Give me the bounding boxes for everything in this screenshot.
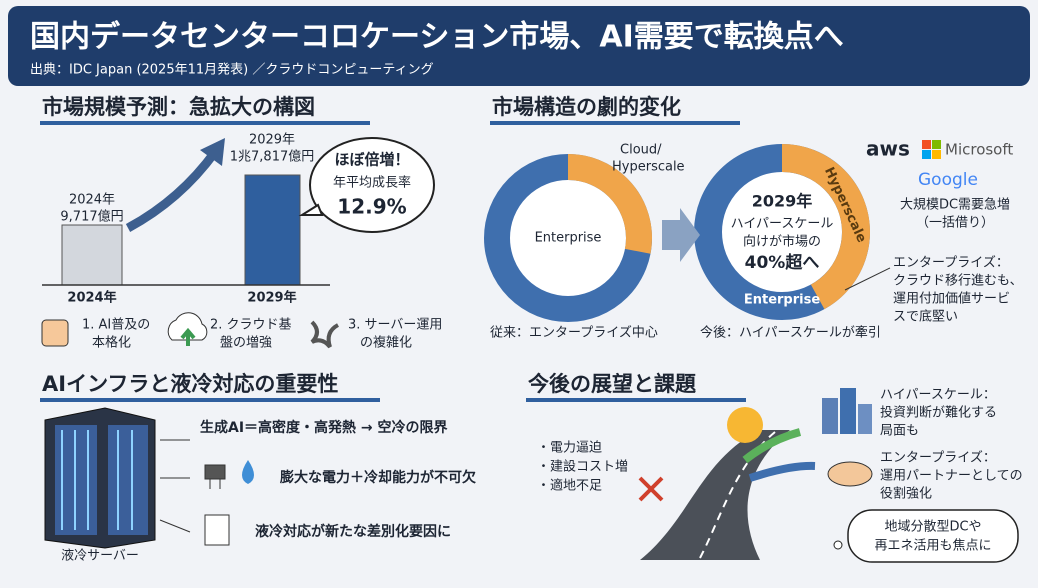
trend-arrow xyxy=(748,461,816,482)
focus-text: 再エネ活用も焦点に xyxy=(874,539,991,554)
heading-rule xyxy=(40,398,380,402)
challenge: ・建設コスト増 xyxy=(537,459,628,475)
driver-text: 本格化 xyxy=(92,335,131,351)
center-text: 40%超へ xyxy=(745,252,820,273)
tangle-icon xyxy=(310,320,340,349)
section-heading: AIインフラと液冷対応の重要性 xyxy=(42,372,338,396)
driver-text: の複雑化 xyxy=(360,335,412,351)
plug-icon xyxy=(204,464,226,489)
donut-segment xyxy=(567,154,652,254)
x-label: 2024年 xyxy=(67,290,116,306)
demand-text: （一括借り） xyxy=(916,216,994,231)
bubble-dot xyxy=(833,540,843,550)
demand-text: 大規模DC需要急増 xyxy=(900,198,1010,213)
caption: 今後：ハイパースケールが牽引 xyxy=(700,325,881,341)
logo-microsoft: Microsoft xyxy=(945,141,1013,159)
server-icon xyxy=(44,407,156,549)
road xyxy=(640,430,790,560)
driver-text: 盤の増強 xyxy=(220,336,272,351)
point-text: 膨大な電力＋冷却能力が不可欠 xyxy=(280,469,476,486)
bar-year: 2024年 xyxy=(69,193,115,208)
outlook-text: エンタープライズ： xyxy=(880,450,996,466)
challenge: ・適地不足 xyxy=(537,478,602,494)
bar xyxy=(244,174,301,286)
bar-amount: 1兆7,817億円 xyxy=(230,149,315,165)
outlook-text: 局面も xyxy=(880,424,919,439)
driver-text: 1. AI普及の xyxy=(82,318,150,333)
bar-year: 2029年 xyxy=(249,133,295,148)
heading-rule xyxy=(526,398,746,402)
chip-icon xyxy=(41,319,69,347)
up-arrow xyxy=(180,327,196,346)
driver-text: 3. サーバー運用 xyxy=(348,318,442,333)
drop-icon xyxy=(242,460,254,484)
section-heading: 市場規模予測：急拡大の構図 xyxy=(42,95,315,119)
section-heading: 今後の展望と課題 xyxy=(528,372,697,396)
callout-value: 12.9% xyxy=(337,195,406,219)
callout-bubble xyxy=(309,137,435,233)
note-text: クラウド移行進むも、 xyxy=(893,274,1023,289)
challenge: ・電力逼迫 xyxy=(537,441,602,456)
source: 出典：IDC Japan (2025年11月発表) ／クラウドコンピューティング xyxy=(30,63,434,78)
outlook-text: 運用パートナーとしての xyxy=(880,469,1023,484)
callout-tail xyxy=(298,203,324,216)
building-icon xyxy=(822,388,872,434)
outlook-text: 投資判断が難化する xyxy=(880,405,997,421)
title: 国内データセンターコロケーション市場、AI需要で転換点へ xyxy=(30,20,844,55)
header-band xyxy=(8,6,1030,86)
segment-label: Hyperscale xyxy=(612,160,685,175)
growth-arrow xyxy=(125,149,219,232)
bar-amount: 9,717億円 xyxy=(60,209,123,225)
point-text: 生成AI＝高密度・高発熱 → 空冷の限界 xyxy=(200,419,449,436)
driver-text: 2. クラウド基 xyxy=(210,318,292,333)
arrow-head xyxy=(200,138,225,166)
connector xyxy=(159,439,191,533)
handshake-icon xyxy=(827,461,873,487)
server-label: 液冷サーバー xyxy=(61,549,139,564)
transition-arrow xyxy=(662,208,700,262)
trend-arrow xyxy=(742,428,802,464)
note-text: エンタープライズ： xyxy=(893,255,1009,271)
outlook-text: 役割強化 xyxy=(880,486,932,502)
ms-squares xyxy=(922,140,941,159)
focus-bubble xyxy=(847,509,1019,563)
focus-text: 地域分散型DCや xyxy=(884,520,981,535)
point-text: 液冷対応が新たな差別化要因に xyxy=(255,523,451,540)
outlook-text: ハイパースケール： xyxy=(880,388,996,403)
heading-rule xyxy=(490,121,740,125)
center-text: ハイパースケール xyxy=(731,217,834,232)
leader-line xyxy=(844,267,891,291)
caption: 従来：エンタープライズ中心 xyxy=(490,325,658,341)
logo-aws: aws xyxy=(866,137,910,161)
bar-group xyxy=(61,174,301,286)
note-text: スで底堅い xyxy=(893,309,958,325)
cloud-icon xyxy=(167,312,208,341)
x-label: 2029年 xyxy=(247,290,296,306)
donut-segment xyxy=(781,144,870,310)
callout-text: 年平均成長率 xyxy=(333,175,411,191)
section-heading: 市場構造の劇的変化 xyxy=(492,95,681,119)
logo-google: Google xyxy=(918,170,978,190)
segment-label: Cloud/ xyxy=(620,143,662,158)
note-text: 運用付加価値サービ xyxy=(893,291,1010,307)
sun xyxy=(727,407,763,443)
segment-label: Enterprise xyxy=(535,231,602,246)
segment-label: Enterprise xyxy=(744,293,820,308)
bar xyxy=(61,224,123,286)
center-text: 2029年 xyxy=(752,192,813,211)
heading-rule xyxy=(40,121,370,125)
callout-text: ほぼ倍増！ xyxy=(334,151,409,169)
arc-group xyxy=(567,144,870,310)
checklist-icon xyxy=(204,514,230,546)
center-text: 向けが市場の xyxy=(743,234,821,250)
block-mark xyxy=(638,476,664,502)
